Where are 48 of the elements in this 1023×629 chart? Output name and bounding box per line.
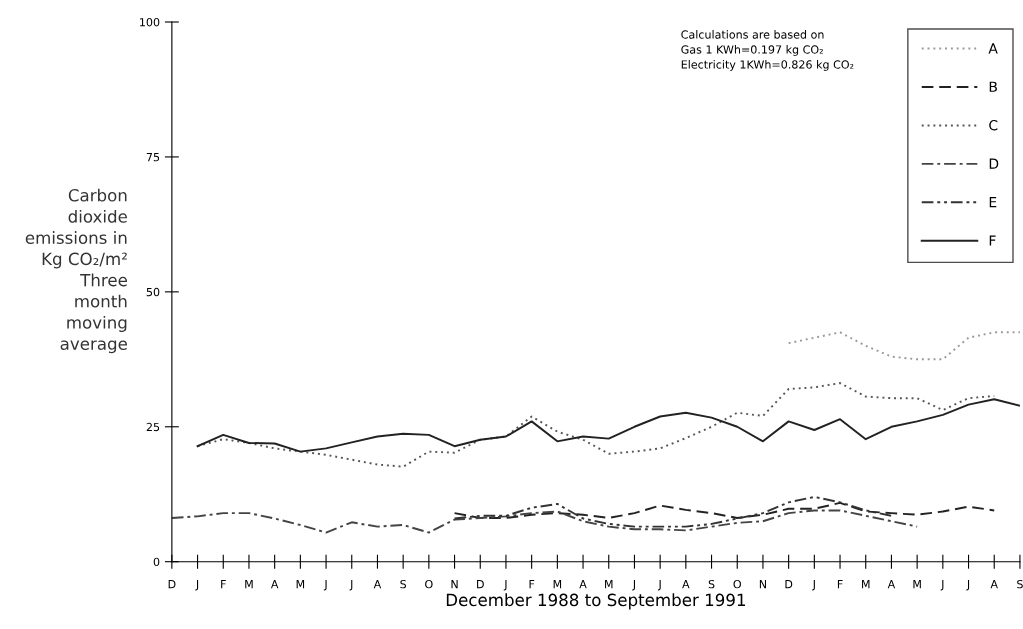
legend-label: E: [989, 197, 997, 208]
x-tick-label: M: [296, 580, 305, 589]
x-tick-label: O: [425, 579, 433, 589]
x-tick-label: D: [477, 580, 484, 589]
x-tick-label: S: [708, 579, 715, 589]
x-tick-label: J: [195, 580, 199, 591]
legend-label: D: [989, 158, 999, 169]
x-tick-label: J: [323, 580, 327, 591]
legend-label: C: [989, 119, 998, 131]
x-tick-label: S: [400, 579, 407, 589]
x-tick-label: J: [349, 580, 353, 591]
x-tick-label: M: [862, 580, 870, 589]
x-tick-label: D: [785, 580, 793, 589]
legend-label: F: [989, 235, 996, 246]
x-tick-label: J: [812, 580, 815, 591]
x-tick-label: F: [529, 580, 535, 589]
x-tick-label: A: [579, 580, 587, 589]
x-tick-label: A: [990, 580, 998, 589]
x-tick-label: F: [837, 580, 843, 589]
y-tick-label: 25: [146, 422, 160, 432]
x-tick-label: N: [451, 580, 458, 589]
x-tick-label: M: [553, 580, 562, 589]
x-tick-label: A: [887, 580, 896, 589]
x-tick-label: J: [657, 580, 661, 591]
x-tick-label: J: [966, 580, 970, 591]
y-tick-label: 75: [146, 153, 160, 162]
y-tick-label: 0: [153, 557, 160, 567]
x-tick-label: F: [221, 580, 226, 589]
y-tick-label: 50: [146, 287, 160, 297]
x-tick-label: A: [270, 580, 279, 589]
x-tick-label: M: [245, 580, 253, 589]
annotation: Calculations are based on Gas 1 KWh=0.197 kg CO₂ Electricity 1KWh=0.826 kg CO₂: [681, 30, 854, 71]
x-tick-label: J: [940, 580, 944, 591]
x-tick-label: O: [733, 579, 741, 589]
x-tick-label: J: [632, 580, 635, 591]
y-axis-title: Carbon dioxide emissions in Kg CO₂/m² Three month moving average: [25, 188, 127, 354]
x-tick-label: J: [503, 580, 507, 591]
x-tick-label: N: [759, 580, 767, 589]
x-tick-label: M: [605, 580, 613, 589]
x-tick-label: A: [373, 580, 382, 589]
y-tick-label: 100: [140, 17, 160, 27]
x-axis-title: December 1988 to September 1991: [446, 593, 746, 610]
legend-label: B: [989, 81, 997, 92]
x-tick-label: D: [168, 580, 176, 589]
x-tick-label: A: [682, 580, 690, 589]
legend-label: A: [988, 43, 998, 54]
x-tick-label: M: [913, 580, 921, 589]
x-tick-label: S: [1017, 579, 1023, 589]
